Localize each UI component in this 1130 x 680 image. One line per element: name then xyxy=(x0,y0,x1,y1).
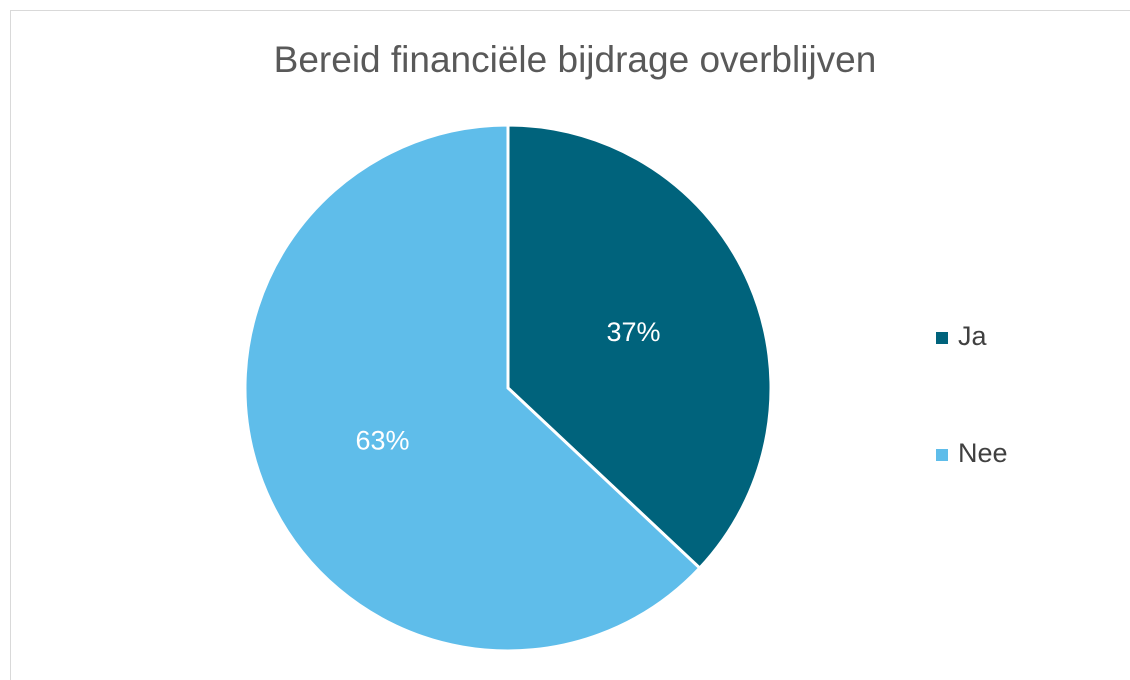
pie-slice xyxy=(506,123,773,571)
legend-label: Nee xyxy=(958,438,1008,468)
chart-title: Bereid financiële bijdrage overblijven xyxy=(274,39,877,80)
data-label: 63% xyxy=(355,425,409,455)
pie-slice xyxy=(243,123,702,653)
legend-swatch xyxy=(936,332,948,344)
legend-label: Ja xyxy=(958,321,988,351)
legend-swatch xyxy=(936,449,948,461)
data-label: 37% xyxy=(606,317,660,347)
